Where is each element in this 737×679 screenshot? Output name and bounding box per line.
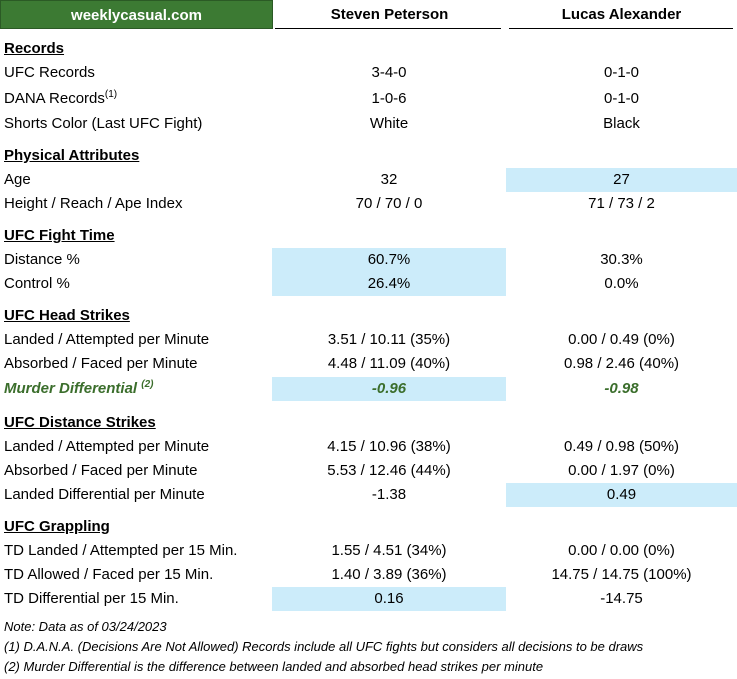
row-height-reach: Height / Reach / Ape Index 70 / 70 / 0 7… — [0, 192, 737, 216]
row-label: UFC Records — [4, 64, 95, 81]
header-underline-b — [509, 28, 733, 29]
fighter-a-value: 70 / 70 / 0 — [355, 195, 423, 212]
fighter-b-value: 0.49 — [506, 483, 737, 507]
fighter-b-value: 14.75 / 14.75 (100%) — [551, 566, 692, 583]
fighter-b-value: 0.00 / 0.49 (0%) — [568, 331, 675, 348]
section-fight-time: UFC Fight Time — [0, 224, 737, 248]
fighter-a-value: 4.15 / 10.96 (38%) — [327, 438, 451, 455]
section-records: Records — [0, 37, 737, 61]
fighter-b-value: 0.00 / 0.00 (0%) — [568, 542, 675, 559]
row-label: Height / Reach / Ape Index — [4, 195, 183, 212]
row-label: Age — [4, 171, 31, 188]
section-physical: Physical Attributes — [0, 144, 737, 168]
row-label: Landed / Attempted per Minute — [4, 438, 210, 455]
section-title: UFC Grappling — [4, 518, 110, 535]
row-label: Distance % — [4, 251, 80, 268]
row-label: Absorbed / Faced per Minute — [4, 462, 198, 479]
row-td-landed: TD Landed / Attempted per 15 Min. 1.55 /… — [0, 539, 737, 563]
fighter-a-value: -0.96 — [272, 377, 506, 401]
row-label: Shorts Color (Last UFC Fight) — [4, 115, 203, 132]
note-footnote-2: (2) Murder Differential is the differenc… — [4, 659, 544, 674]
fighter-a-value: 32 — [380, 171, 398, 188]
fighter-b-value: Black — [603, 115, 640, 132]
fighter-a-value: 60.7% — [272, 248, 506, 272]
fighter-b-value: 27 — [506, 168, 737, 192]
row-control-pct: Control % 26.4% 0.0% — [0, 272, 737, 296]
fighter-b-value: 0.98 / 2.46 (40%) — [563, 355, 680, 372]
fighter-b-value: -14.75 — [600, 590, 643, 607]
row-ufc-records: UFC Records 3-4-0 0-1-0 — [0, 61, 737, 85]
section-head-strikes: UFC Head Strikes — [0, 304, 737, 328]
fighter-b-value: 30.3% — [600, 251, 643, 268]
row-distance-pct: Distance % 60.7% 30.3% — [0, 248, 737, 272]
row-head-absorbed: Absorbed / Faced per Minute 4.48 / 11.09… — [0, 352, 737, 376]
fighter-a-value: 0.16 — [272, 587, 506, 611]
fighter-b-value: 0.49 / 0.98 (50%) — [563, 438, 680, 455]
fighter-a-value: -1.38 — [371, 486, 407, 503]
fighter-a-value: 1-0-6 — [371, 90, 407, 107]
row-label: Absorbed / Faced per Minute — [4, 355, 198, 372]
row-label: TD Landed / Attempted per 15 Min. — [4, 542, 238, 559]
fighter-a-value: 4.48 / 11.09 (40%) — [327, 355, 451, 372]
fighter-b-value: 0.0% — [604, 275, 639, 292]
fighter-b-value: 0-1-0 — [603, 90, 640, 107]
fighter-a-value: 1.55 / 4.51 (34%) — [331, 542, 447, 559]
fighter-a-value: 5.53 / 12.46 (44%) — [327, 462, 451, 479]
row-td-differential: TD Differential per 15 Min. 0.16 -14.75 — [0, 587, 737, 611]
fighter-b-value: 71 / 73 / 2 — [588, 195, 655, 212]
row-label-text: DANA Records — [4, 90, 105, 107]
row-shorts-color: Shorts Color (Last UFC Fight) White Blac… — [0, 112, 737, 136]
row-distance-absorbed: Absorbed / Faced per Minute 5.53 / 12.46… — [0, 459, 737, 483]
row-label: Landed Differential per Minute — [4, 486, 205, 503]
fighter-a-value: 26.4% — [272, 272, 506, 296]
section-title: UFC Fight Time — [4, 227, 115, 244]
row-td-allowed: TD Allowed / Faced per 15 Min. 1.40 / 3.… — [0, 563, 737, 587]
fighter-a-value: White — [369, 115, 409, 132]
fighter-b-value: 0.00 / 1.97 (0%) — [568, 462, 675, 479]
section-title: UFC Head Strikes — [4, 307, 130, 324]
row-label-text: Murder Differential — [4, 380, 138, 397]
footnote-marker: (1) — [104, 89, 118, 100]
section-title: UFC Distance Strikes — [4, 414, 156, 431]
fighter-b-value: -0.98 — [604, 380, 639, 397]
brand-banner[interactable]: weeklycasual.com — [0, 0, 273, 29]
row-dana-records: DANA Records(1) 1-0-6 0-1-0 — [0, 87, 737, 111]
row-label: Control % — [4, 275, 70, 292]
section-title: Physical Attributes — [4, 147, 140, 164]
section-title: Records — [4, 40, 65, 57]
footnote-marker: (2) — [141, 379, 154, 390]
row-label: TD Allowed / Faced per 15 Min. — [4, 566, 214, 583]
row-distance-landed: Landed / Attempted per Minute 4.15 / 10.… — [0, 435, 737, 459]
fighter-a-value: 3.51 / 10.11 (35%) — [327, 331, 451, 348]
fighter-a-name: Steven Peterson — [330, 6, 449, 23]
row-label: DANA Records(1) — [4, 87, 272, 111]
fighter-a-value: 1.40 / 3.89 (36%) — [331, 566, 447, 583]
row-age: Age 32 27 — [0, 168, 737, 192]
section-distance-strikes: UFC Distance Strikes — [0, 411, 737, 435]
fighter-a-value: 3-4-0 — [371, 64, 407, 81]
row-label: Landed / Attempted per Minute — [4, 331, 210, 348]
row-murder-differential: Murder Differential (2) -0.96 -0.98 — [0, 377, 737, 401]
note-footnote-1: (1) D.A.N.A. (Decisions Are Not Allowed)… — [4, 639, 644, 654]
row-head-landed: Landed / Attempted per Minute 3.51 / 10.… — [0, 328, 737, 352]
row-label: Murder Differential (2) — [4, 377, 272, 401]
note-date: Note: Data as of 03/24/2023 — [4, 619, 167, 634]
row-label: TD Differential per 15 Min. — [4, 590, 179, 607]
fighter-b-name: Lucas Alexander — [561, 6, 682, 23]
section-grappling: UFC Grappling — [0, 515, 737, 539]
fighter-b-value: 0-1-0 — [603, 64, 640, 81]
row-distance-differential: Landed Differential per Minute -1.38 0.4… — [0, 483, 737, 507]
header-underline-a — [275, 28, 501, 29]
